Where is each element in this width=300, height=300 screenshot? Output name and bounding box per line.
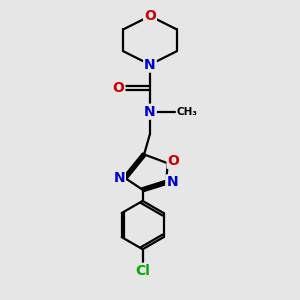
Text: CH₃: CH₃ bbox=[176, 107, 197, 117]
Text: N: N bbox=[144, 58, 156, 72]
Text: Cl: Cl bbox=[135, 264, 150, 278]
Text: O: O bbox=[144, 9, 156, 23]
Text: N: N bbox=[144, 105, 156, 119]
Text: N: N bbox=[113, 171, 125, 185]
Text: O: O bbox=[112, 81, 124, 95]
Text: O: O bbox=[168, 154, 179, 168]
Text: N: N bbox=[166, 176, 178, 189]
